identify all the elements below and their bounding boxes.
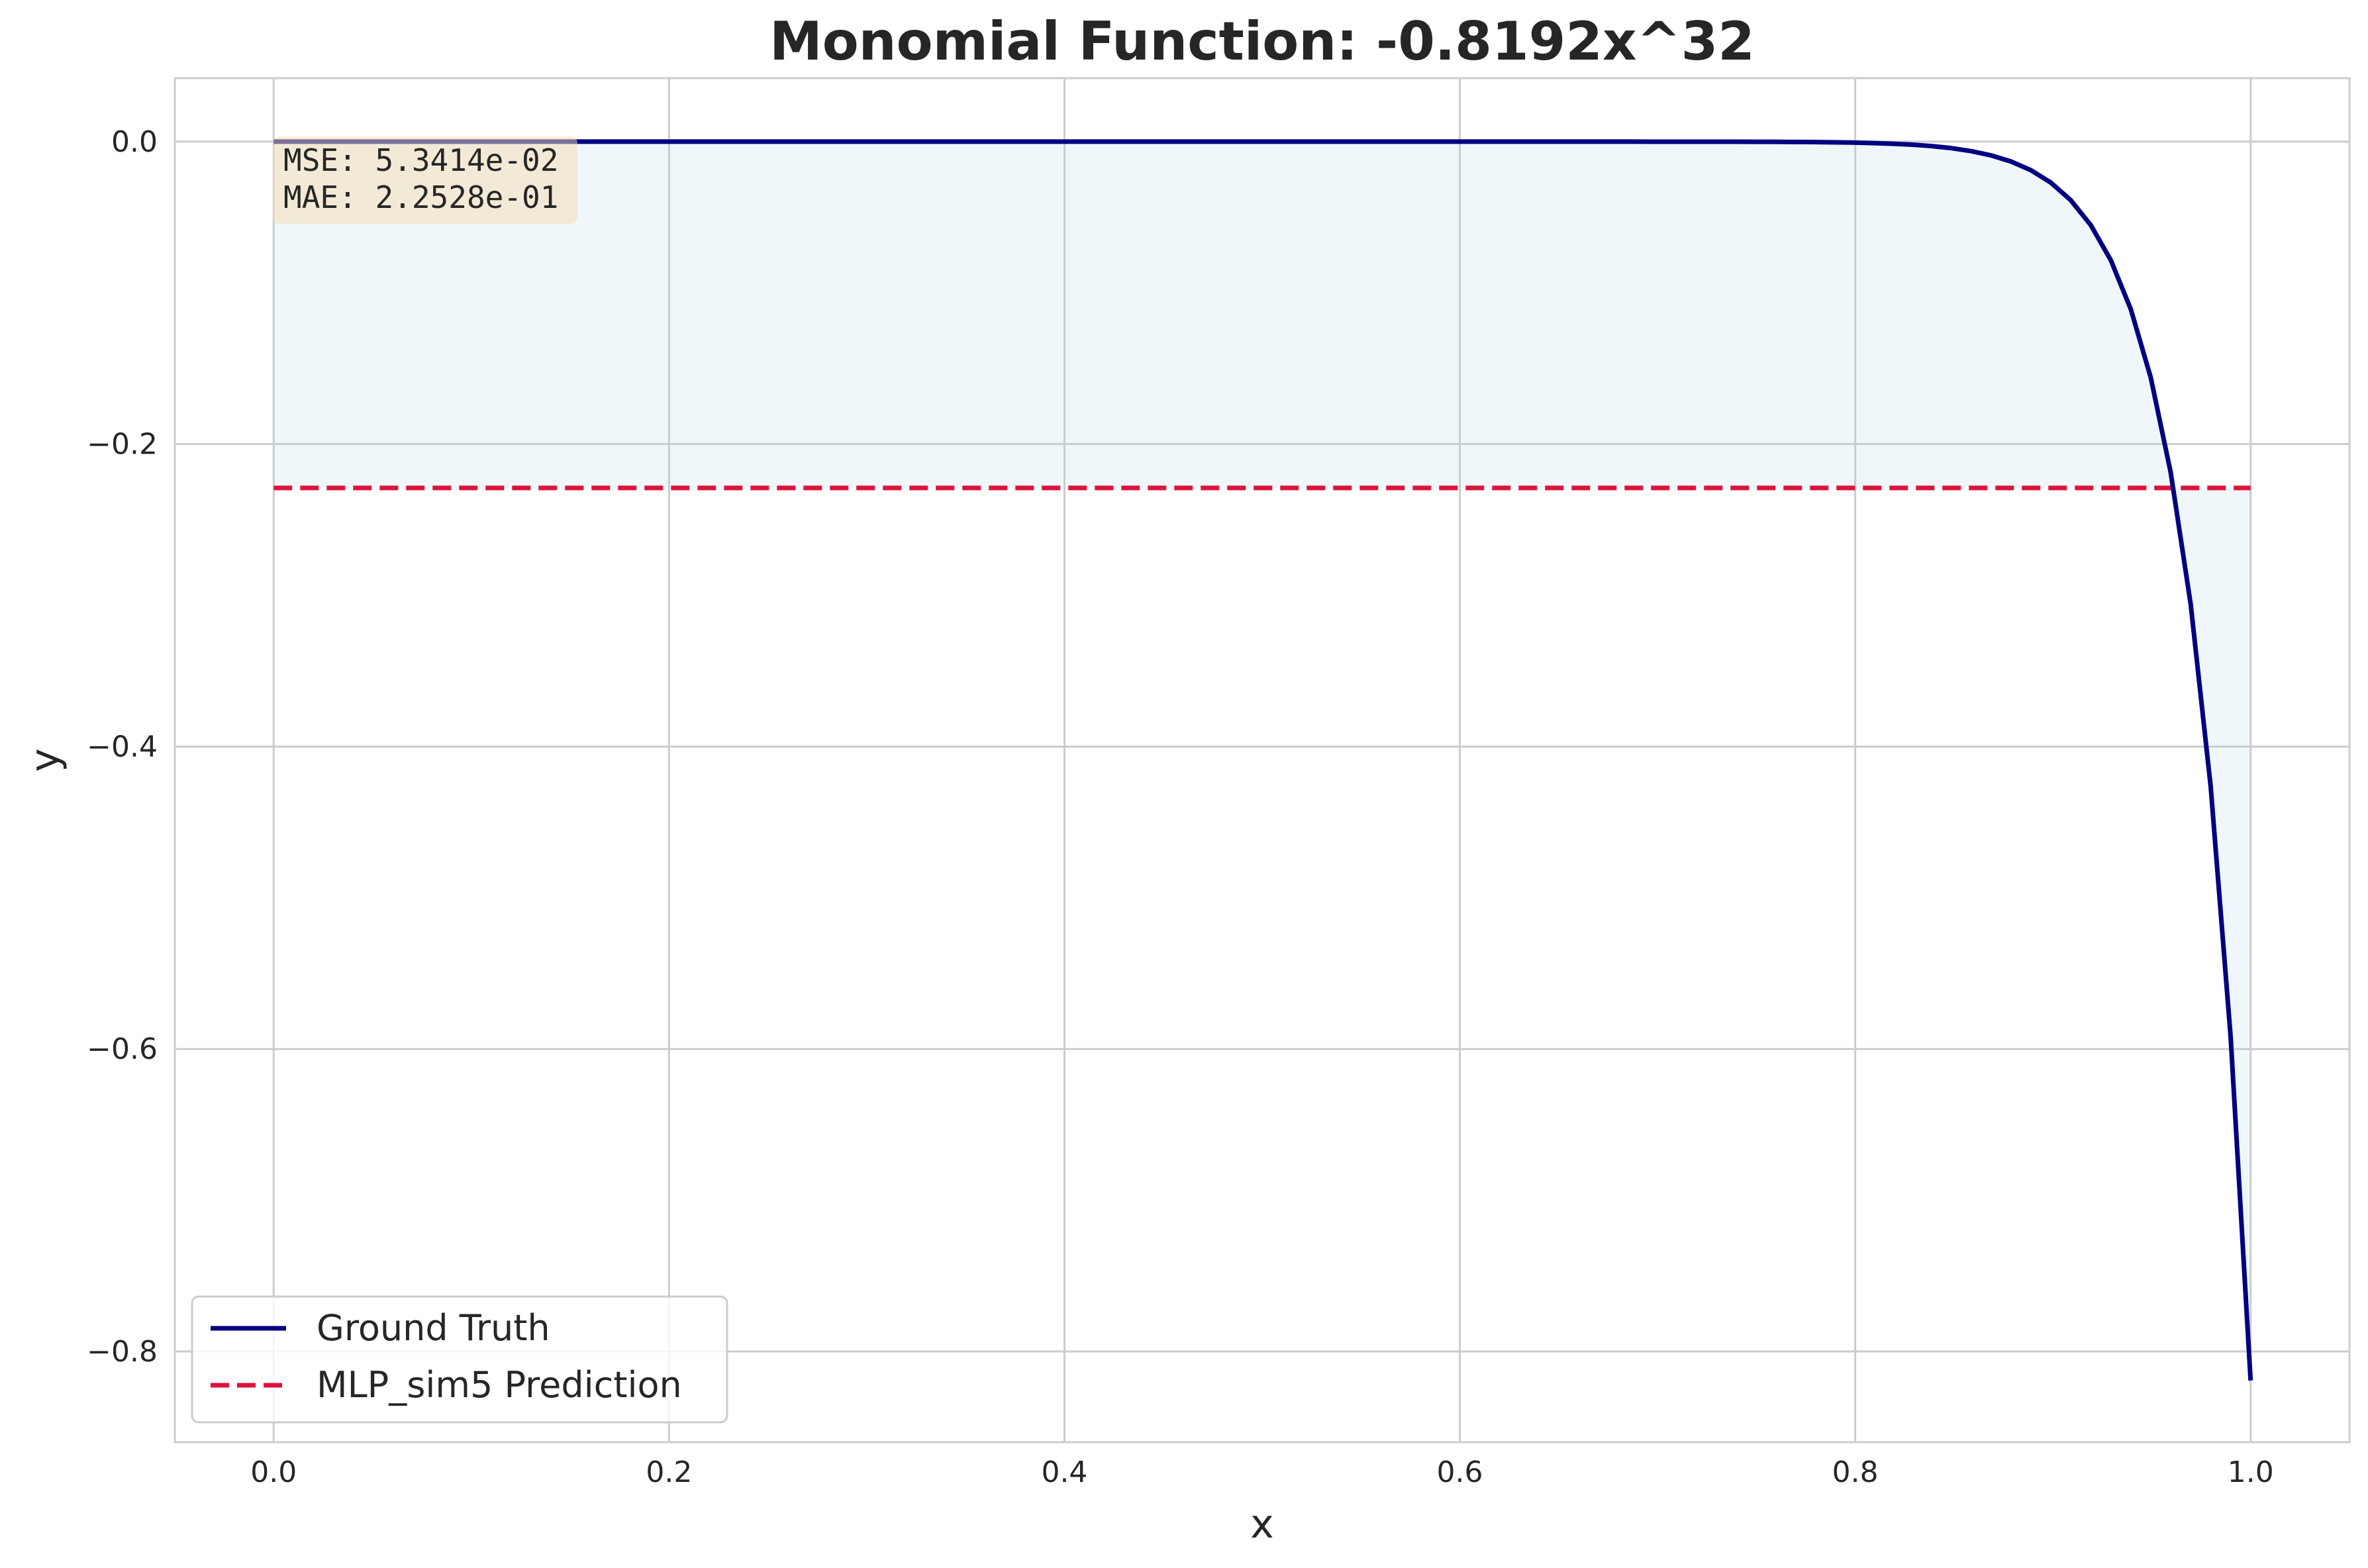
y-tick-label: −0.6 — [87, 1032, 158, 1066]
y-tick-label: −0.4 — [87, 730, 158, 763]
grid — [175, 78, 2349, 1442]
x-tick-label: 0.4 — [1041, 1455, 1087, 1489]
mae-label: MAE: 2.2528e-01 — [283, 179, 558, 215]
metrics-box: MSE: 5.3414e-02 MAE: 2.2528e-01 — [273, 136, 577, 224]
x-tick-label: 0.2 — [646, 1455, 692, 1489]
legend-label-ground-truth: Ground Truth — [317, 1307, 550, 1349]
y-tick-label: −0.2 — [87, 428, 158, 462]
plot-frame — [173, 77, 2351, 1444]
fill-between-area — [273, 141, 2251, 1381]
legend-label-prediction: MLP_sim5 Prediction — [317, 1364, 682, 1406]
y-axis-label: y — [22, 748, 68, 772]
x-tick-label: 1.0 — [2228, 1455, 2274, 1489]
ground-truth-line — [273, 139, 2253, 1381]
legend: Ground Truth MLP_sim5 Prediction — [191, 1295, 728, 1424]
legend-box — [191, 1295, 728, 1424]
x-tick-labels: 0.0 0.2 0.4 0.6 0.8 1.0 — [250, 1455, 2273, 1489]
y-tick-labels: 0.0 −0.2 −0.4 −0.6 −0.8 — [87, 125, 158, 1369]
mse-label: MSE: 5.3414e-02 — [283, 142, 558, 178]
x-tick-label: 0.0 — [250, 1455, 297, 1489]
x-tick-label: 0.8 — [1832, 1455, 1879, 1489]
x-tick-label: 0.6 — [1437, 1455, 1483, 1489]
x-axis-label: x — [1250, 1501, 1274, 1547]
y-tick-label: 0.0 — [111, 125, 158, 159]
metrics-box-background — [273, 136, 577, 224]
y-tick-label: −0.8 — [87, 1335, 158, 1369]
chart-title: Monomial Function: -0.8192x^32 — [769, 11, 1755, 72]
